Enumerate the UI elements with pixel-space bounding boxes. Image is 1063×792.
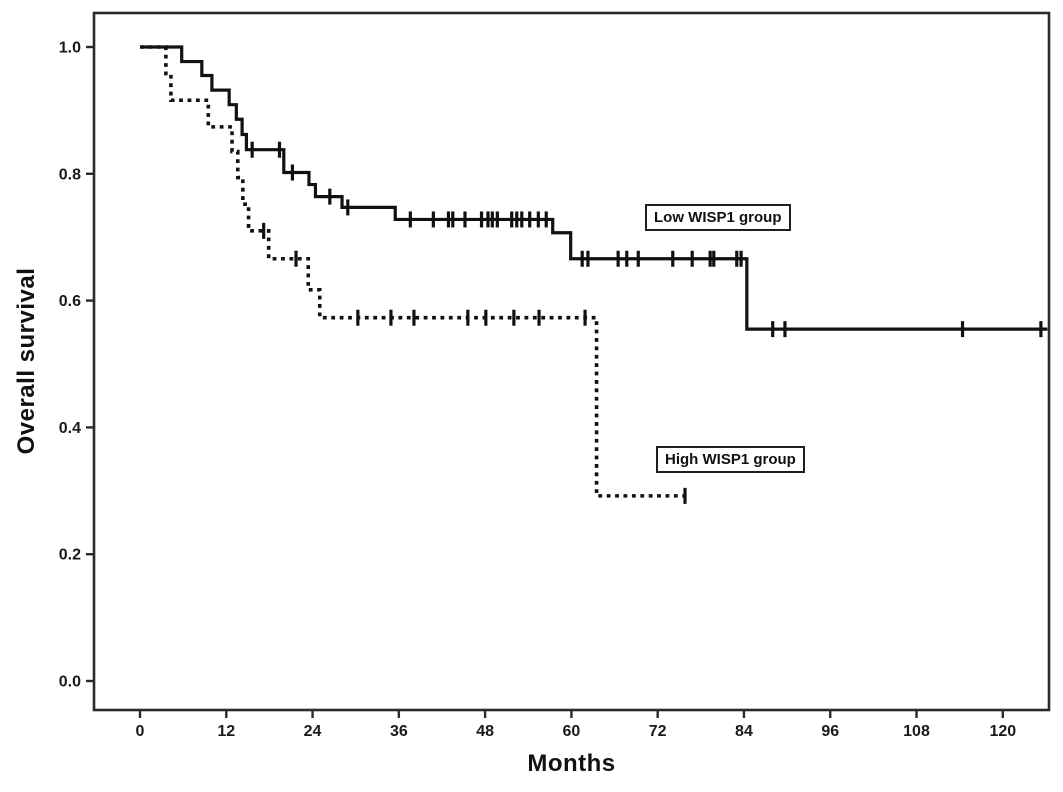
y-tick-label: 0.8	[59, 166, 81, 183]
x-tick-label: 60	[563, 723, 581, 740]
survival-curve-solid	[140, 45, 1048, 331]
y-tick-label: 0.6	[59, 293, 81, 310]
x-tick-label: 96	[821, 723, 839, 740]
x-tick-label: 48	[476, 723, 494, 740]
x-tick-label: 36	[390, 723, 408, 740]
y-tick-label: 0.4	[59, 420, 81, 437]
y-tick-label: 1.0	[59, 40, 81, 57]
survival-curve-dotted	[140, 45, 689, 498]
x-tick-label: 72	[649, 723, 667, 740]
high-wisp1-group-label: High WISP1 group	[656, 446, 805, 473]
x-tick-label: 0	[136, 723, 145, 740]
x-tick-label: 120	[989, 723, 1016, 740]
x-tick-label: 24	[304, 723, 322, 740]
x-tick-label: 12	[217, 723, 235, 740]
y-axis-title: Overall survival	[13, 267, 40, 455]
y-tick-label: 0.0	[59, 674, 81, 691]
x-axis-title: Months	[527, 750, 616, 777]
x-tick-label: 108	[903, 723, 930, 740]
y-tick-label: 0.2	[59, 547, 81, 564]
low-wisp1-group-label: Low WISP1 group	[645, 204, 791, 231]
x-tick-label: 84	[735, 723, 753, 740]
